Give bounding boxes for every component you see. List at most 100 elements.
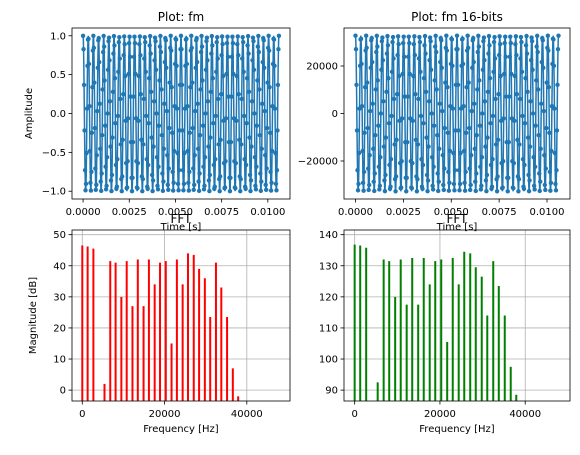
data-point [431, 123, 437, 128]
data-point [204, 39, 209, 44]
data-point [260, 101, 265, 106]
data-point [468, 182, 473, 188]
x-tick-label: 0.0025 [386, 207, 421, 218]
data-point [465, 45, 471, 50]
data-point [149, 135, 154, 140]
data-point [432, 78, 437, 83]
data-point [443, 80, 448, 85]
data-point [487, 75, 493, 81]
data-point [264, 166, 269, 171]
data-point [114, 184, 120, 189]
data-point [82, 128, 87, 133]
data-point [513, 41, 518, 47]
data-point [496, 52, 502, 58]
data-point [170, 169, 175, 174]
data-point [475, 49, 481, 55]
data-point [509, 71, 514, 77]
data-point [136, 118, 141, 124]
data-point [132, 40, 138, 46]
data-point [361, 188, 366, 193]
data-point [167, 80, 172, 85]
data-point [383, 135, 389, 140]
data-point [252, 111, 257, 116]
data-point [253, 187, 259, 192]
data-point [156, 164, 161, 169]
data-point [266, 33, 271, 39]
chart-title: Plot: fm [158, 10, 204, 24]
data-point [163, 38, 169, 43]
data-point [274, 188, 279, 193]
data-point [430, 183, 435, 189]
chart-title: Plot: fm 16-bits [411, 10, 503, 24]
data-point [152, 58, 157, 63]
data-point [386, 75, 391, 81]
data-point [155, 183, 160, 188]
x-tick-label: 0.0075 [482, 207, 517, 218]
data-point [411, 73, 416, 79]
data-point [262, 65, 267, 71]
data-point [552, 106, 557, 111]
data-point [184, 61, 190, 67]
data-point [137, 34, 143, 39]
data-point [136, 73, 142, 79]
data-point [245, 33, 251, 39]
data-point [220, 73, 226, 79]
data-point [359, 61, 364, 67]
data-point [179, 47, 184, 52]
data-point [115, 113, 121, 119]
data-point [382, 188, 388, 194]
data-point [161, 146, 167, 151]
data-point [171, 148, 177, 154]
data-point [94, 182, 99, 188]
data-point [493, 96, 498, 102]
data-point [237, 137, 242, 143]
data-point [275, 82, 281, 88]
data-point [371, 179, 376, 184]
data-point [142, 56, 147, 61]
data-point [401, 40, 406, 46]
data-point [194, 36, 199, 41]
data-point [184, 36, 189, 42]
data-point [368, 108, 373, 114]
y-tick-label: 100 [319, 355, 338, 366]
data-point [238, 188, 243, 194]
data-point [150, 188, 155, 194]
data-point [466, 125, 472, 131]
data-point [473, 188, 478, 194]
data-point [175, 150, 180, 156]
data-point [211, 162, 216, 168]
y-axis-label: Amplitude [24, 88, 35, 139]
data-point [168, 33, 173, 39]
data-point [547, 169, 553, 175]
data-point [554, 168, 559, 173]
data-point [233, 185, 238, 191]
data-point [119, 188, 124, 194]
data-point [374, 49, 379, 55]
data-point [450, 63, 455, 68]
data-point [191, 187, 196, 193]
data-point [272, 63, 277, 69]
data-point [171, 180, 176, 185]
y-tick-label: 0 [60, 386, 66, 397]
data-point [534, 44, 539, 49]
data-point [412, 52, 418, 58]
data-point [372, 171, 377, 176]
data-point [451, 150, 456, 156]
data-point [415, 177, 420, 182]
data-point [165, 152, 170, 158]
data-point [267, 84, 272, 90]
data-point [83, 188, 88, 193]
data-point [367, 182, 372, 188]
data-point [214, 39, 219, 45]
data-point [537, 188, 542, 194]
data-point [519, 39, 524, 45]
data-point [145, 186, 150, 191]
data-point [224, 40, 230, 46]
data-point [532, 164, 538, 169]
data-point [514, 52, 519, 58]
data-point [441, 182, 446, 188]
data-point [248, 188, 253, 194]
data-point [524, 51, 530, 56]
data-point [384, 51, 390, 56]
data-point [109, 172, 115, 178]
